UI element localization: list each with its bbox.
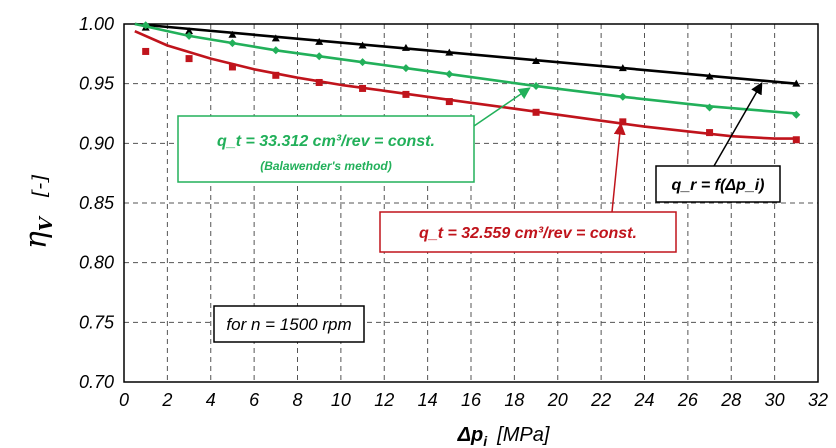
data-point bbox=[271, 46, 280, 55]
annotation-box-black bbox=[655, 165, 781, 203]
x-tick-label: 18 bbox=[504, 390, 524, 410]
data-point bbox=[315, 37, 324, 45]
annotation-box-green bbox=[177, 115, 475, 183]
data-point bbox=[792, 79, 801, 87]
y-tick-label: 1.00 bbox=[79, 14, 114, 34]
y-axis-title: ηV [-] bbox=[19, 175, 57, 250]
data-point bbox=[228, 30, 237, 38]
data-point bbox=[792, 136, 800, 144]
y-tick-label: 0.70 bbox=[79, 372, 114, 392]
data-point bbox=[402, 90, 410, 98]
data-point bbox=[619, 118, 627, 126]
data-point bbox=[705, 72, 714, 80]
data-point bbox=[358, 41, 367, 49]
annotation-label-rpm: for n = 1500 rpm bbox=[226, 315, 351, 334]
y-tick-label: 0.90 bbox=[79, 133, 114, 153]
annotation-arrow-green bbox=[473, 87, 531, 127]
series-2 bbox=[134, 30, 800, 144]
x-tick-label: 20 bbox=[547, 390, 568, 410]
y-tick-label: 0.80 bbox=[79, 253, 114, 273]
data-point bbox=[706, 129, 714, 137]
data-point bbox=[618, 64, 627, 72]
annotations: q_t = 33.312 cm³/rev = const. (Balawender… bbox=[177, 82, 781, 343]
data-point bbox=[142, 47, 150, 55]
x-tick-label: 4 bbox=[206, 390, 216, 410]
x-tick-label: 12 bbox=[374, 390, 394, 410]
series-1 bbox=[134, 21, 801, 119]
data-point bbox=[532, 82, 541, 91]
x-axis-title: Δpi [MPa] bbox=[457, 424, 550, 448]
x-tick-label: 16 bbox=[461, 390, 482, 410]
data-point bbox=[272, 71, 280, 79]
x-tick-label: 2 bbox=[161, 390, 172, 410]
series-0 bbox=[134, 22, 801, 87]
data-point bbox=[185, 27, 194, 35]
annotation-label-black: q_r = f(Δp_i) bbox=[672, 177, 765, 194]
x-tick-label: 30 bbox=[765, 390, 785, 410]
annotation-label-red: q_t = 32.559 cm³/rev = const. bbox=[419, 225, 637, 242]
annotation-sublabel-green: (Balawender's method) bbox=[260, 159, 392, 173]
data-point bbox=[185, 55, 193, 63]
data-point bbox=[401, 43, 410, 51]
axes: 0 2 4 6 8 10 12 14 16 18 20 22 24 26 28 30 320.700.750.8… bbox=[19, 14, 828, 448]
x-tick-label: 26 bbox=[677, 390, 699, 410]
data-point bbox=[618, 92, 627, 101]
x-tick-label: 28 bbox=[720, 390, 741, 410]
annotation-arrow-red bbox=[611, 122, 626, 213]
fit-line bbox=[134, 30, 797, 140]
data-point bbox=[141, 21, 150, 30]
data-point bbox=[228, 63, 236, 71]
annotation-label-green: q_t = 33.312 cm³/rev = const. bbox=[217, 133, 435, 150]
data-point bbox=[185, 31, 194, 40]
data-point bbox=[445, 70, 454, 79]
data-point bbox=[445, 98, 453, 106]
data-point bbox=[358, 58, 367, 67]
data-point bbox=[315, 78, 323, 86]
data-point bbox=[532, 56, 541, 64]
y-tick-label: 0.95 bbox=[79, 74, 115, 94]
x-tick-label: 0 bbox=[119, 390, 129, 410]
data-point bbox=[532, 108, 540, 116]
plot-frame bbox=[123, 23, 819, 383]
data-point bbox=[705, 103, 714, 112]
data-point bbox=[792, 110, 801, 119]
data-point bbox=[445, 48, 454, 56]
x-tick-label: 10 bbox=[331, 390, 351, 410]
x-tick-label: 6 bbox=[249, 390, 260, 410]
annotation-box-red bbox=[379, 211, 677, 253]
data-point bbox=[315, 52, 324, 61]
data-point bbox=[228, 39, 237, 48]
annotation-arrow-black bbox=[713, 82, 763, 167]
x-tick-label: 24 bbox=[633, 390, 654, 410]
fit-line bbox=[134, 22, 797, 85]
x-tick-label: 8 bbox=[292, 390, 302, 410]
x-tick-label: 22 bbox=[590, 390, 611, 410]
y-tick-label: 0.85 bbox=[79, 193, 115, 213]
y-tick-label: 0.75 bbox=[79, 312, 115, 332]
data-point bbox=[359, 84, 367, 92]
data-point bbox=[271, 34, 280, 42]
x-tick-label: 14 bbox=[418, 390, 438, 410]
x-tick-label: 32 bbox=[808, 390, 828, 410]
data-point bbox=[401, 64, 410, 73]
annotation-box-rpm bbox=[213, 305, 365, 343]
series bbox=[134, 21, 801, 144]
